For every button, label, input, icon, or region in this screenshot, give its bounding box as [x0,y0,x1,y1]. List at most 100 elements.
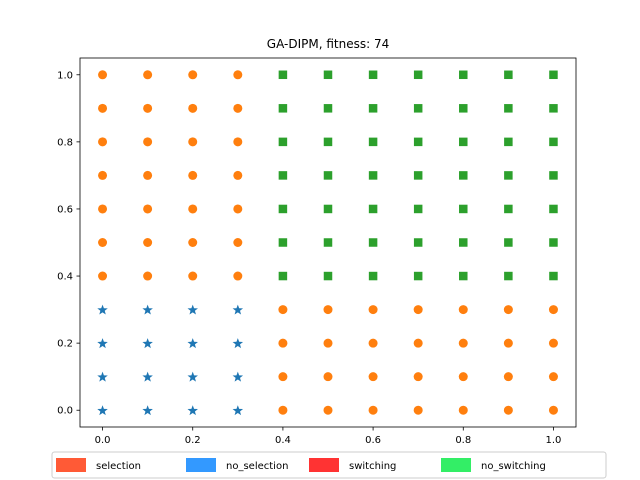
circle-point [233,70,243,80]
star-point [187,371,198,382]
circle-point [143,170,153,180]
square-point [278,104,288,113]
x-tick-label: 0.0 [95,435,111,446]
square-point [278,238,288,247]
star-point [97,304,108,315]
circle-point [188,137,198,147]
star-point [97,405,108,416]
circle-point [233,103,243,113]
star-point [187,304,198,315]
square-point [413,137,423,147]
x-tick-label: 0.8 [455,435,471,446]
square-point [368,204,378,214]
circle-point [98,70,108,80]
circle-point [143,137,153,147]
circle-point [98,204,108,214]
circle-point [548,372,558,382]
square-point [323,271,333,281]
circle-point [503,305,513,315]
circle-point [323,405,333,415]
circle-point [503,372,513,382]
x-tick-label: 0.4 [275,435,291,446]
square-point [549,70,558,80]
square-point [413,70,423,80]
legend-label: no_selection [226,461,288,472]
star-point [232,338,244,349]
square-point [323,137,333,147]
square-point [459,238,468,247]
circle-point [233,137,243,147]
circle-point [98,271,108,281]
x-tick-label: 0.2 [185,435,201,446]
legend-swatch [186,458,216,472]
circle-point [323,305,333,315]
square-point [549,271,558,281]
square-point [413,271,423,281]
y-tick-label: 0.6 [57,204,73,215]
legend-swatch [309,458,339,472]
circle-point [188,238,198,247]
square-point [459,104,468,113]
star-point [187,405,198,416]
circle-point [368,372,378,382]
x-axis: 0.0 0.2 0.4 0.6 0.8 1.0 [95,427,561,446]
square-point [549,137,558,147]
circle-point [188,103,198,113]
square-point [504,238,513,247]
circle-point [188,170,198,180]
square-point [323,70,333,80]
square-point [504,104,513,113]
square-point [323,104,333,113]
circle-point [143,70,153,80]
circle-point [458,372,468,382]
circle-point [548,338,558,348]
star-point [232,371,244,382]
circle-point [233,238,243,247]
circle-point [323,338,333,348]
square-point [368,271,378,281]
circle-point [368,405,378,415]
square-point [459,137,468,147]
circle-point [143,103,153,113]
legend-swatch [441,458,471,472]
square-point [549,171,558,180]
circle-point [503,405,513,415]
square-point [549,204,558,214]
square-point [323,171,333,180]
star-point [232,304,244,315]
square-point [549,104,558,113]
star-point [187,338,198,349]
y-tick-label: 0.8 [57,137,73,148]
circle-point [188,70,198,80]
circle-point [458,405,468,415]
square-point [368,104,378,113]
y-tick-label: 1.0 [57,70,73,81]
star-point [142,338,153,349]
y-tick-label: 0.2 [57,339,73,350]
star-point [232,405,244,416]
circle-point [98,103,108,113]
circle-point [278,405,288,415]
square-point [368,171,378,180]
x-tick-label: 0.6 [365,435,381,446]
chart-title: GA-DIPM, fitness: 74 [267,37,389,51]
circle-point [188,271,198,281]
square-point [413,204,423,214]
circle-point [548,305,558,315]
square-point [278,171,288,180]
circle-point [413,338,423,348]
square-point [459,70,468,80]
circle-point [458,305,468,315]
y-tick-label: 0.4 [57,272,73,283]
circle-point [548,405,558,415]
circle-point [233,204,243,214]
square-point [413,104,423,113]
square-point [504,204,513,214]
square-point [459,271,468,281]
circle-point [278,372,288,382]
square-point [278,271,288,281]
square-point [504,70,513,80]
circle-point [233,170,243,180]
circle-point [98,170,108,180]
